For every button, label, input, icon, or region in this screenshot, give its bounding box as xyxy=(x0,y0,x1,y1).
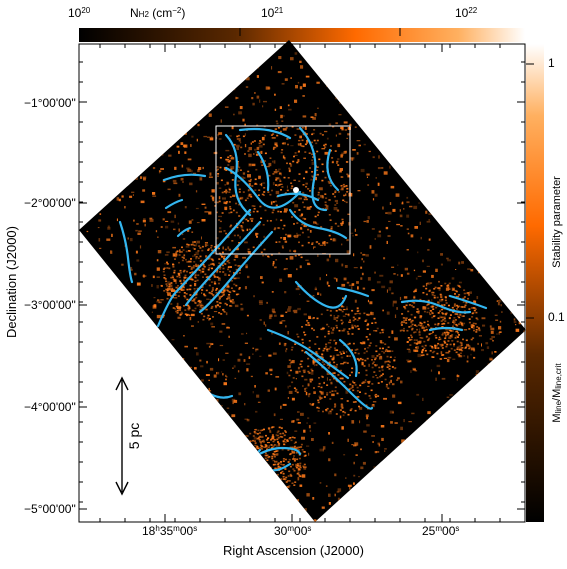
filament-path xyxy=(162,173,207,182)
filament-path xyxy=(224,166,302,209)
filament-path xyxy=(276,192,320,202)
filament-path xyxy=(448,294,488,310)
x-axis-label: Right Ascension (J2000) xyxy=(223,543,364,558)
filament-path xyxy=(294,280,348,309)
xtick-label: 30m00s xyxy=(274,524,312,538)
filament-path xyxy=(400,299,472,314)
ytick-label: −3°00'00" xyxy=(24,298,76,312)
dust-emission xyxy=(80,45,526,522)
stability-colorbar xyxy=(526,44,544,522)
filament-path xyxy=(336,286,370,298)
filament-path xyxy=(184,220,262,307)
filament-path xyxy=(156,208,252,328)
ytick-label: −5°00'00" xyxy=(24,502,76,516)
filament-path xyxy=(338,338,358,378)
filament-path xyxy=(176,226,192,238)
filament-path xyxy=(298,126,328,212)
ytick-label: −1°00'00" xyxy=(24,96,76,110)
filament-path xyxy=(428,326,464,332)
filament-path xyxy=(256,150,270,192)
zoom-region-box xyxy=(215,125,351,255)
colorbar-top-label: NH2 (cm−2) xyxy=(130,6,186,20)
stability-tick-0.1: 0.1 xyxy=(548,310,565,324)
filament-path xyxy=(164,198,184,210)
xtick-label: 18h35m00s xyxy=(142,524,198,538)
filament-path xyxy=(326,148,340,192)
colorbar-tick-1e22: 1022 xyxy=(455,6,478,20)
ytick-label: −2°00'00" xyxy=(24,196,76,210)
filament-path xyxy=(304,350,374,410)
filament-path xyxy=(198,230,274,314)
colorbar-tick-1e20: 1020 xyxy=(68,6,91,20)
filament-path xyxy=(266,328,350,380)
sky-map xyxy=(79,40,526,522)
filament-network xyxy=(118,126,488,496)
column-density-colorbar xyxy=(79,28,525,42)
y-axis-label: Declination (J2000) xyxy=(4,225,19,339)
stability-label: Stability parameter xyxy=(551,176,563,268)
filament-path xyxy=(118,220,134,284)
stability-tick-1: 1 xyxy=(548,56,555,70)
xtick-label: 25m00s xyxy=(422,524,460,538)
stability-ratio-label: Mline/Mline,crit xyxy=(551,363,563,423)
filament-path xyxy=(288,208,348,240)
bright-core xyxy=(293,187,299,193)
scale-bar-arrow xyxy=(115,376,129,496)
scale-bar-label: 5 pc xyxy=(126,422,142,450)
colorbar-tick-1e21: 1021 xyxy=(261,6,284,20)
ytick-label: −4°00'00" xyxy=(24,400,76,414)
filament-path xyxy=(238,127,292,140)
